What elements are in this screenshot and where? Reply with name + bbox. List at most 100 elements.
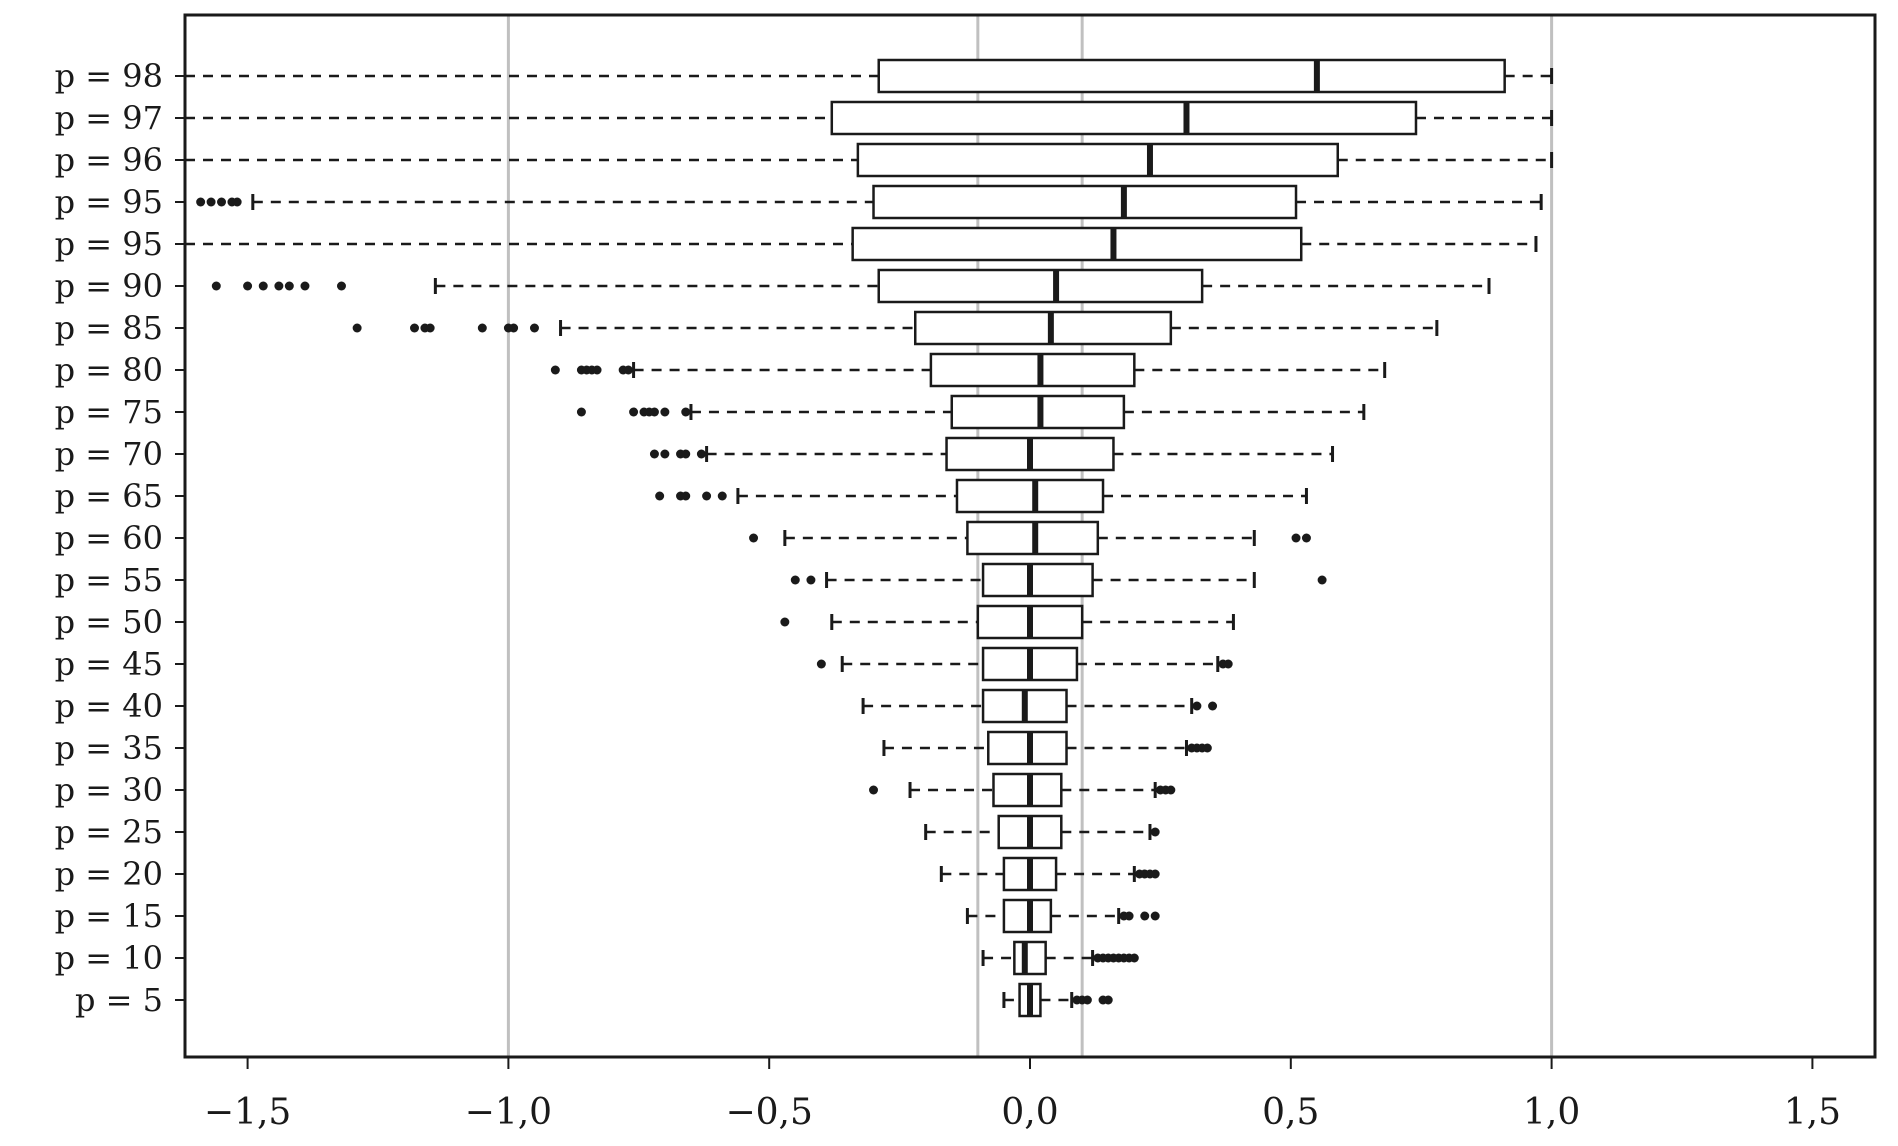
y-tick-label: p = 30 xyxy=(55,771,163,809)
box-iqr xyxy=(830,100,1418,136)
box-row xyxy=(1002,982,1113,1018)
y-tick-label: p = 35 xyxy=(55,729,163,767)
y-tick-label: p = 95 xyxy=(55,225,163,263)
box-row xyxy=(185,142,1554,178)
outlier-point xyxy=(1129,953,1139,963)
y-tick-label: p = 5 xyxy=(75,981,163,1019)
box-row xyxy=(861,688,1218,724)
y-tick-label: p = 98 xyxy=(55,57,163,95)
outlier-point xyxy=(1150,869,1160,879)
outlier-point xyxy=(336,281,346,291)
box-row xyxy=(185,226,1538,262)
outlier-point xyxy=(1317,575,1327,585)
outlier-point xyxy=(1150,827,1160,837)
box-iqr xyxy=(877,58,1506,94)
y-tick-label: p = 95 xyxy=(55,183,163,221)
outlier-point xyxy=(425,323,435,333)
box-series xyxy=(185,58,1554,1018)
outlier-point xyxy=(696,449,706,459)
outlier-point xyxy=(509,323,519,333)
box-row xyxy=(196,184,1543,220)
box-row xyxy=(550,352,1387,388)
outlier-point xyxy=(1192,701,1202,711)
outlier-point xyxy=(284,281,294,291)
box-iqr xyxy=(851,226,1303,262)
y-tick-label: p = 25 xyxy=(55,813,163,851)
box-iqr xyxy=(877,268,1204,304)
outlier-point xyxy=(869,785,879,795)
outlier-point xyxy=(196,197,206,207)
outlier-point xyxy=(1208,701,1218,711)
outlier-point xyxy=(655,491,665,501)
outlier-point xyxy=(1103,995,1113,1005)
outlier-point xyxy=(702,491,712,501)
outlier-point xyxy=(649,407,659,417)
y-tick-label: p = 50 xyxy=(55,603,163,641)
outlier-point xyxy=(550,365,560,375)
x-tick-label: 1,5 xyxy=(1784,1092,1841,1133)
outlier-point xyxy=(1150,911,1160,921)
box-iqr xyxy=(981,562,1094,598)
y-tick-label: p = 45 xyxy=(55,645,163,683)
outlier-point xyxy=(529,323,539,333)
y-tick-label: p = 75 xyxy=(55,393,163,431)
outlier-point xyxy=(1223,659,1233,669)
outlier-point xyxy=(1140,911,1150,921)
outlier-point xyxy=(749,533,759,543)
x-axis: −1,5 −1,0 −0,5 0,0 0,5 1,0 1,5 xyxy=(204,1057,1841,1133)
box-row xyxy=(185,100,1554,136)
outlier-point xyxy=(243,281,253,291)
y-tick-label: p = 97 xyxy=(55,99,163,137)
y-tick-label: p = 15 xyxy=(55,897,163,935)
outlier-point xyxy=(629,407,639,417)
y-tick-label: p = 96 xyxy=(55,141,163,179)
outlier-point xyxy=(206,197,216,207)
outlier-point xyxy=(660,449,670,459)
x-tick-label: 1,0 xyxy=(1523,1092,1580,1133)
outlier-point xyxy=(1291,533,1301,543)
box-row xyxy=(816,646,1233,682)
outlier-point xyxy=(258,281,268,291)
box-row xyxy=(965,898,1160,934)
outlier-point xyxy=(790,575,800,585)
outlier-point xyxy=(211,281,221,291)
outlier-point xyxy=(681,491,691,501)
x-tick-label: 0,5 xyxy=(1262,1092,1319,1133)
outlier-point xyxy=(681,449,691,459)
outlier-point xyxy=(623,365,633,375)
outlier-point xyxy=(300,281,310,291)
box-row xyxy=(649,436,1335,472)
y-tick-label: p = 60 xyxy=(55,519,163,557)
box-row xyxy=(749,520,1311,556)
box-iqr xyxy=(955,478,1105,514)
outlier-point xyxy=(232,197,242,207)
outlier-point xyxy=(806,575,816,585)
y-tick-label: p = 20 xyxy=(55,855,163,893)
y-tick-label: p = 55 xyxy=(55,561,163,599)
box-row xyxy=(655,478,1308,514)
y-tick-label: p = 80 xyxy=(55,351,163,389)
outlier-point xyxy=(660,407,670,417)
box-iqr xyxy=(872,184,1298,220)
x-tick-label: 0,0 xyxy=(1001,1092,1058,1133)
outlier-point xyxy=(217,197,227,207)
box-row xyxy=(780,604,1235,640)
x-tick-label: −1,5 xyxy=(204,1092,291,1133)
x-tick-label: −1,0 xyxy=(465,1092,552,1133)
outlier-point xyxy=(1166,785,1176,795)
box-row xyxy=(981,940,1139,976)
outlier-point xyxy=(352,323,362,333)
box-row xyxy=(576,394,1366,430)
outlier-point xyxy=(816,659,826,669)
box-row xyxy=(185,58,1554,94)
y-tick-label: p = 70 xyxy=(55,435,163,473)
outlier-point xyxy=(477,323,487,333)
outlier-point xyxy=(274,281,284,291)
outlier-point xyxy=(1202,743,1212,753)
outlier-point xyxy=(1124,911,1134,921)
y-tick-label: p = 90 xyxy=(55,267,163,305)
outlier-point xyxy=(717,491,727,501)
outlier-point xyxy=(649,449,659,459)
outlier-point xyxy=(1301,533,1311,543)
outlier-point xyxy=(576,407,586,417)
